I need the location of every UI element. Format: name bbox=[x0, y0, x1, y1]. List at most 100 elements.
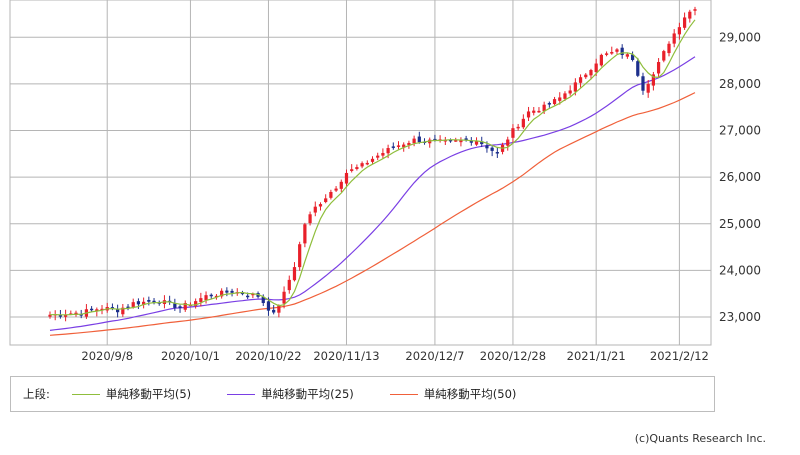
candle-body bbox=[573, 82, 577, 92]
candle-body bbox=[225, 290, 229, 293]
candle-body bbox=[287, 279, 291, 291]
candle-body bbox=[58, 315, 63, 317]
candle-body bbox=[672, 33, 676, 44]
candle-body bbox=[95, 309, 99, 312]
candle-body bbox=[459, 140, 463, 143]
ma50-line bbox=[49, 92, 696, 336]
candle-body bbox=[126, 306, 130, 309]
candle-body bbox=[630, 54, 635, 60]
ma25-path bbox=[49, 56, 696, 331]
ma5-path bbox=[49, 19, 696, 316]
candle-body bbox=[521, 118, 525, 128]
candle-body bbox=[360, 163, 364, 167]
x-tick-label: 2020/9/8 bbox=[81, 349, 133, 363]
candle-body bbox=[511, 128, 515, 138]
grid-lines bbox=[9, 0, 712, 346]
candle-body bbox=[417, 136, 421, 143]
candlesticks bbox=[48, 6, 697, 322]
candle-body bbox=[251, 293, 255, 296]
candle-body bbox=[469, 140, 473, 143]
candle-body bbox=[641, 76, 645, 91]
candle-body bbox=[329, 191, 333, 198]
candle-body bbox=[433, 138, 437, 141]
legend-swatch-ma50 bbox=[389, 393, 418, 395]
candle-body bbox=[610, 52, 614, 54]
legend-prefix: 上段: bbox=[23, 387, 50, 401]
candle-body bbox=[173, 303, 177, 308]
candle-body bbox=[474, 140, 479, 145]
candle-body bbox=[48, 314, 52, 317]
candle-body bbox=[688, 11, 692, 19]
ma50-path bbox=[49, 92, 696, 336]
y-tick-label: 23,000 bbox=[719, 310, 761, 324]
candle-body bbox=[615, 49, 619, 52]
candle-body bbox=[350, 169, 354, 171]
candle-body bbox=[402, 144, 406, 148]
y-tick-label: 28,000 bbox=[719, 77, 761, 91]
candle-body bbox=[339, 181, 343, 189]
y-tick-label: 25,000 bbox=[719, 217, 761, 231]
candle-body bbox=[100, 308, 104, 311]
candle-body bbox=[495, 152, 499, 154]
y-tick-label: 24,000 bbox=[719, 263, 761, 277]
candle-body bbox=[142, 301, 146, 306]
x-tick-label: 2020/12/28 bbox=[480, 349, 546, 363]
candle-body bbox=[604, 53, 609, 55]
candle-body bbox=[214, 295, 219, 298]
candle-body bbox=[90, 308, 94, 311]
candle-body bbox=[370, 158, 375, 162]
candle-body bbox=[277, 305, 281, 313]
candle-body bbox=[298, 244, 302, 268]
candle-body bbox=[594, 63, 598, 73]
candle-body bbox=[282, 291, 286, 304]
candle-body bbox=[454, 140, 458, 142]
legend-label-ma50: 単純移動平均(50) bbox=[423, 387, 517, 401]
candle-body bbox=[391, 146, 395, 148]
candle-body bbox=[230, 290, 234, 293]
candle-body bbox=[552, 99, 557, 105]
y-axis: 23,000 24,000 25,000 26,000 27,000 28,000 29,0… bbox=[719, 30, 761, 324]
candle-body bbox=[516, 126, 520, 129]
candle-body bbox=[480, 141, 484, 145]
candle-body bbox=[532, 110, 536, 113]
candle-body bbox=[178, 306, 182, 308]
legend-item-ma50: 単純移動平均(50) bbox=[389, 386, 517, 402]
legend-label-ma5: 単純移動平均(5) bbox=[105, 387, 192, 401]
candle-body bbox=[303, 224, 307, 244]
candle-body bbox=[490, 147, 494, 151]
y-tick-label: 29,000 bbox=[719, 30, 761, 44]
x-tick-label: 2021/1/21 bbox=[567, 349, 626, 363]
candle-body bbox=[396, 145, 401, 147]
legend-item-ma25: 単純移動平均(25) bbox=[227, 386, 354, 402]
candle-body bbox=[506, 139, 510, 146]
candle-body bbox=[526, 111, 531, 118]
candle-body bbox=[365, 162, 369, 165]
x-tick-label: 2020/11/13 bbox=[313, 349, 379, 363]
candle-body bbox=[662, 51, 666, 61]
candle-body bbox=[693, 9, 697, 11]
x-tick-label: 2021/2/12 bbox=[650, 349, 709, 363]
legend: 上段: 単純移動平均(5) 単純移動平均(25) 単純移動平均(50) bbox=[10, 376, 715, 412]
candle-body bbox=[667, 43, 671, 54]
candle-body bbox=[136, 301, 141, 305]
candle-body bbox=[194, 301, 198, 306]
candle-body bbox=[376, 155, 380, 158]
candle-body bbox=[578, 77, 583, 83]
candle-body bbox=[656, 62, 661, 74]
ma5-line bbox=[49, 19, 696, 316]
candle-body bbox=[313, 206, 317, 213]
candle-body bbox=[443, 140, 447, 142]
x-tick-label: 2020/10/22 bbox=[235, 349, 301, 363]
candle-body bbox=[272, 309, 276, 313]
candle-body bbox=[344, 172, 349, 184]
candle-body bbox=[636, 61, 640, 76]
candle-body bbox=[334, 188, 338, 191]
candle-body bbox=[448, 139, 453, 142]
candle-body bbox=[183, 303, 187, 310]
y-tick-label: 27,000 bbox=[719, 124, 761, 138]
x-tick-label: 2020/10/1 bbox=[161, 349, 220, 363]
candle-body bbox=[625, 54, 629, 57]
candle-body bbox=[537, 110, 541, 113]
legend-swatch-ma5 bbox=[71, 393, 100, 395]
legend-label-ma25: 単純移動平均(25) bbox=[261, 387, 354, 401]
